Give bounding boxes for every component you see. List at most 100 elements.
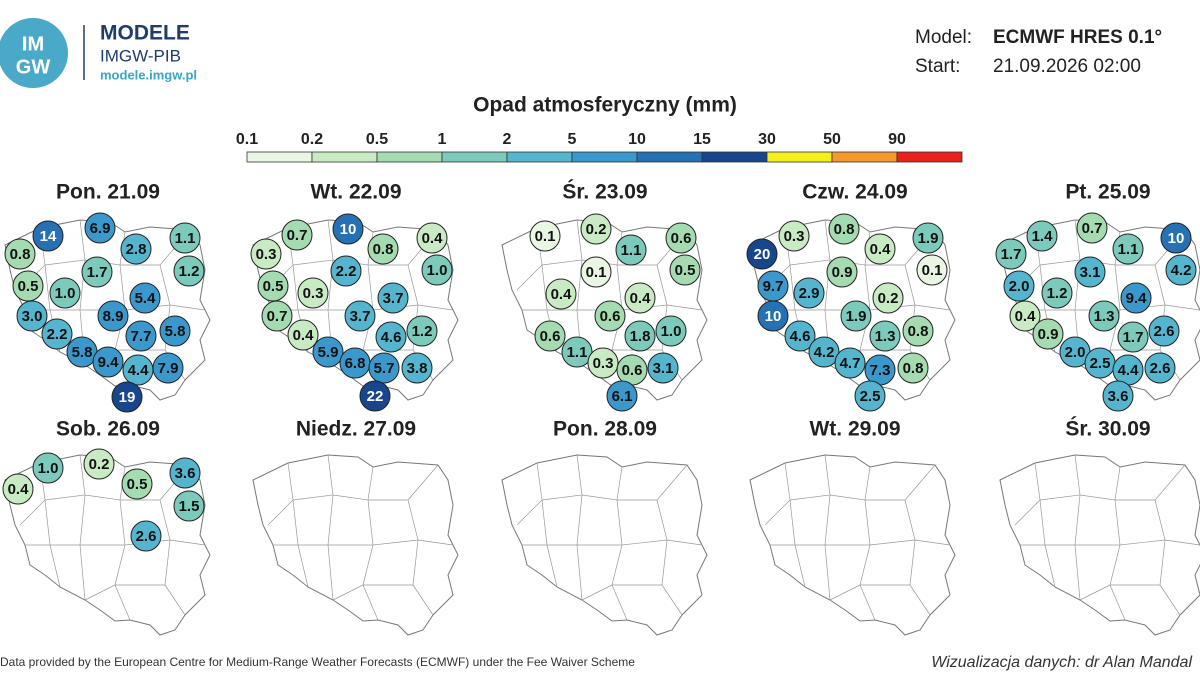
precip-marker — [1117, 321, 1149, 353]
day-label: Wt. 29.09 — [809, 418, 900, 441]
day-label: Pon. 21.09 — [56, 181, 160, 204]
precip-label: 3.1 — [1080, 264, 1101, 281]
precip-label: 22 — [367, 388, 384, 405]
precip-marker — [778, 220, 810, 252]
precip-label: 3.1 — [653, 360, 674, 377]
precip-marker — [359, 380, 391, 412]
precip-label: 6.9 — [90, 220, 111, 237]
start: 21.09.2026 02:00 — [993, 56, 1141, 77]
precip-marker — [784, 320, 816, 352]
precip-marker — [287, 319, 319, 351]
precip-label: 0.1 — [586, 264, 607, 281]
precip-marker — [1041, 277, 1073, 309]
model: ECMWF HRES 0.1° — [993, 27, 1162, 48]
map — [749, 454, 956, 636]
precip-label: 0.8 — [10, 246, 31, 263]
legend-label: 50 — [823, 131, 841, 148]
precip-label: 8.9 — [103, 308, 124, 325]
precip-label: 1.3 — [875, 328, 896, 345]
model-label: Model: — [915, 27, 972, 48]
precip-marker — [2, 473, 34, 505]
precip-label: 14 — [40, 228, 57, 245]
legend-label: 15 — [693, 131, 711, 148]
legend-swatch — [376, 151, 443, 163]
precip-marker — [902, 315, 934, 347]
precip-label: 4.6 — [381, 329, 402, 346]
precip-marker — [808, 336, 840, 368]
precip-marker — [1088, 300, 1120, 332]
legend-label: 90 — [888, 131, 906, 148]
precip-marker — [1144, 352, 1176, 384]
precip-label: 0.8 — [903, 360, 924, 377]
precip-label: 10 — [340, 221, 357, 238]
precip-label: 0.2 — [586, 221, 607, 238]
precip-marker — [92, 346, 124, 378]
precip-label: 1.0 — [55, 285, 76, 302]
precip-label: 5.7 — [374, 360, 395, 377]
precip-label: 1.7 — [1123, 329, 1144, 346]
precip-marker — [377, 282, 409, 314]
precip-label: 0.3 — [784, 228, 805, 245]
precip-marker — [529, 220, 561, 252]
precip-label: 5.9 — [318, 344, 339, 361]
precip-marker — [125, 320, 157, 352]
precip-label: 3.7 — [383, 290, 404, 307]
precip-label: 1.1 — [1118, 241, 1139, 258]
precip-label: 1.7 — [87, 264, 108, 281]
precip-marker — [130, 520, 162, 552]
precip-marker — [615, 234, 647, 266]
precip-label: 2.6 — [1150, 360, 1171, 377]
legend-swatch — [571, 151, 638, 163]
precip-label: 0.5 — [18, 278, 39, 295]
precip-marker — [49, 277, 81, 309]
precip-label: 0.2 — [89, 456, 110, 473]
precip-marker — [872, 282, 904, 314]
precip-marker — [84, 212, 116, 244]
precip-marker — [1148, 315, 1180, 347]
precip-label: 1.9 — [846, 308, 867, 325]
logo-text: IM — [22, 33, 44, 55]
precip-label: 0.4 — [551, 286, 573, 303]
precip-marker — [561, 336, 593, 368]
map — [999, 454, 1200, 636]
precip-marker — [916, 254, 948, 286]
precip-marker — [169, 222, 201, 254]
precip-label: 1.9 — [918, 230, 939, 247]
legend-title: Opad atmosferyczny (mm) — [473, 94, 737, 117]
legend-swatch — [311, 151, 378, 163]
precip-label: 1.2 — [412, 323, 433, 340]
precip-label: 10 — [765, 308, 782, 325]
precip-label: 9.7 — [763, 278, 784, 295]
precip-label: 0.9 — [832, 264, 853, 281]
legend-label: 2 — [503, 131, 512, 148]
precip-marker — [368, 352, 400, 384]
precip-label: 0.2 — [878, 290, 899, 307]
precip-label: 0.7 — [287, 227, 308, 244]
precip-label: 1.0 — [427, 262, 448, 279]
precip-label: 7.7 — [131, 328, 152, 345]
precip-label: 3.0 — [22, 308, 43, 325]
precip-label: 1.1 — [175, 230, 196, 247]
logo-text: GW — [16, 56, 51, 78]
precip-label: 0.5 — [675, 262, 696, 279]
precip-label: 1.0 — [661, 323, 682, 340]
precip-marker — [121, 468, 153, 500]
author: Wizualizacja danych: dr Alan Mandal — [931, 654, 1192, 671]
precip-label: 0.3 — [256, 246, 277, 263]
legend-label: 5 — [568, 131, 577, 148]
precip-marker — [281, 219, 313, 251]
legend-swatch — [246, 151, 313, 163]
day-label: Śr. 30.09 — [1065, 417, 1150, 441]
precip-marker — [344, 300, 376, 332]
legend-label: 30 — [758, 131, 776, 148]
precip-marker — [587, 347, 619, 379]
precip-label: 1.1 — [567, 344, 588, 361]
precip-marker — [16, 300, 48, 332]
precip-label: 2.2 — [47, 326, 68, 343]
precip-marker — [332, 213, 364, 245]
precip-marker — [594, 300, 626, 332]
precip-marker — [545, 278, 577, 310]
precip-label: 0.5 — [127, 476, 148, 493]
precip-marker — [912, 222, 944, 254]
day-label: Sob. 26.09 — [56, 418, 160, 441]
